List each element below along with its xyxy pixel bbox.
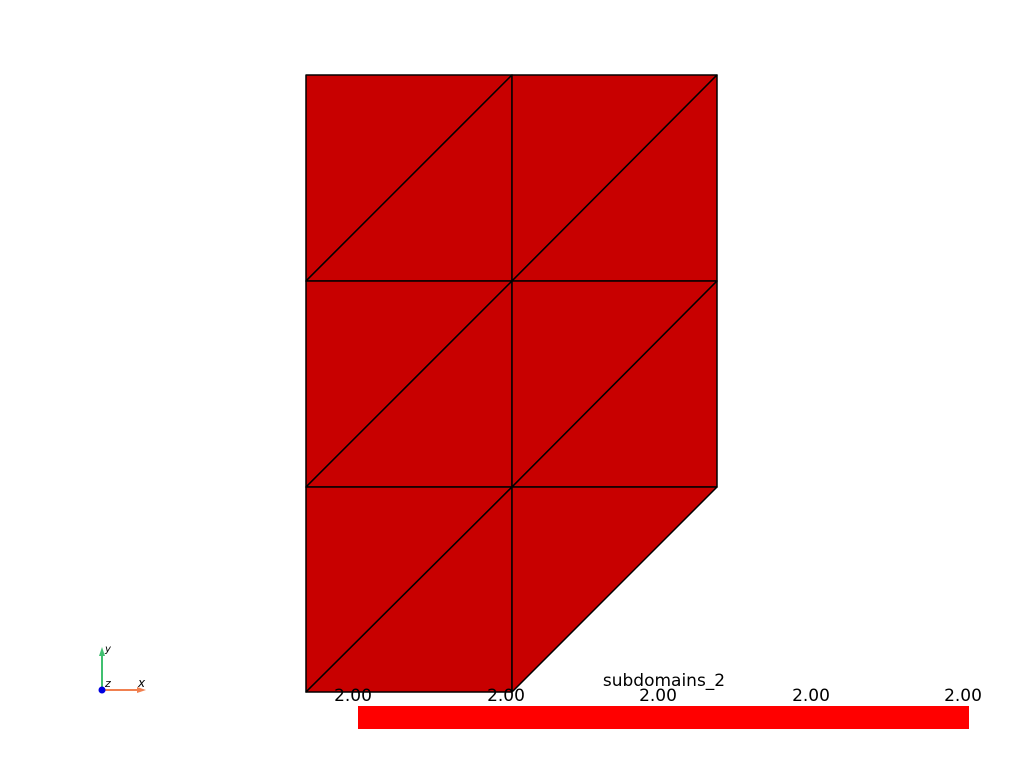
x-axis-arrowhead [137,687,146,693]
scalar-bar-color-strip [358,706,969,729]
scalar-bar-tick-label: 2.00 [944,686,982,706]
scalar-bar-title: subdomains_2 [603,671,725,691]
mesh-cell [511,486,718,693]
triangle-mesh [305,74,718,693]
orientation-axes: y z x [98,644,146,694]
y-axis-label: y [104,644,112,655]
x-axis-label: x [137,676,146,690]
z-axis-dot [98,686,106,694]
scalar-bar: subdomains_2 2.00 2.00 2.00 2.00 2.00 [334,671,982,729]
scalar-bar-tick-label: 2.00 [792,686,830,706]
y-axis-arrowhead [99,647,105,656]
scalar-bar-tick-label: 2.00 [334,686,372,706]
z-axis-label: z [104,677,111,690]
scalar-bar-tick-label: 2.00 [487,686,525,706]
scalar-bar-tick-label: 2.00 [639,686,677,706]
